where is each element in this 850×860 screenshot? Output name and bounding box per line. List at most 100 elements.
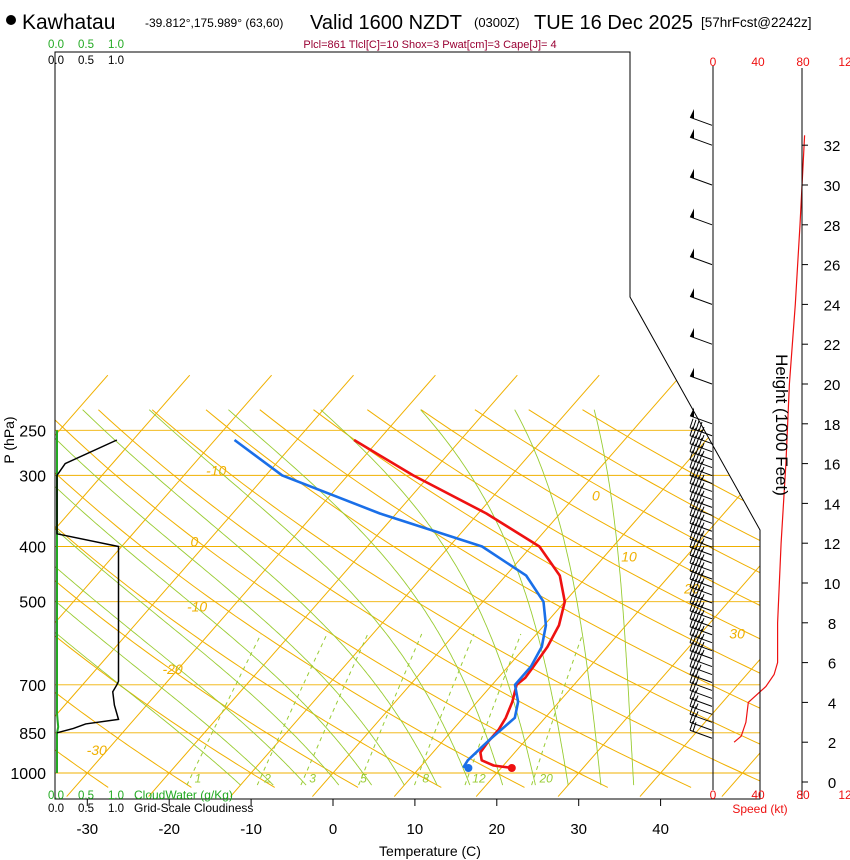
cloudwater-tick-bottom: 0.0 bbox=[48, 790, 64, 802]
height-tick-label: 32 bbox=[824, 138, 841, 155]
temperature-line-surface-dot bbox=[507, 764, 516, 773]
wind-barb-halfflag bbox=[701, 578, 705, 584]
wind-barb-flag bbox=[698, 421, 703, 432]
wind-barb-pennant bbox=[690, 208, 694, 219]
height-tick-label: 10 bbox=[824, 576, 841, 593]
dry-adiabat-line bbox=[55, 409, 192, 788]
cloudiness-tick-bottom: 0.5 bbox=[78, 803, 94, 815]
mixing-ratio-label: 1 bbox=[195, 772, 202, 786]
wind-barb-staff bbox=[689, 570, 713, 580]
moist-adiabat-line bbox=[514, 409, 602, 786]
wind-barb-halfflag bbox=[701, 506, 705, 512]
wind-barb-staff bbox=[689, 721, 713, 731]
station-coords: -39.812°,175.989° (63,60) bbox=[145, 16, 283, 30]
station-dot bbox=[6, 15, 16, 25]
isotherm-line bbox=[66, 374, 436, 797]
speed-tick-bottom: 0 bbox=[710, 788, 717, 802]
wind-barb-halfflag bbox=[701, 530, 705, 536]
wind-barb-halfflag bbox=[701, 498, 705, 504]
wind-barb-staff bbox=[689, 475, 713, 484]
wind-barb-halfflag bbox=[701, 586, 705, 592]
temp-tick-label: -30 bbox=[76, 821, 98, 838]
isotherm-line bbox=[230, 374, 600, 797]
wind-barb-staff bbox=[689, 335, 713, 345]
wind-barb-staff bbox=[689, 256, 713, 266]
pressure-tick-label: 1000 bbox=[10, 766, 46, 783]
wind-barb bbox=[689, 585, 713, 604]
dry-adiabat-line bbox=[55, 409, 609, 788]
wind-speed-line bbox=[733, 135, 806, 743]
temp-tick-label: 40 bbox=[652, 821, 669, 838]
wind-barb bbox=[689, 208, 713, 226]
dry-adiabat-line bbox=[98, 409, 692, 788]
dry-adiabat-line bbox=[55, 409, 442, 788]
wind-barb-halfflag bbox=[701, 514, 705, 520]
moist-adiabat-line bbox=[320, 409, 536, 786]
wind-barb-staff bbox=[689, 295, 713, 305]
wind-barb-flag bbox=[689, 418, 694, 428]
temperature-line bbox=[353, 438, 567, 770]
plot-frame bbox=[54, 51, 761, 800]
wind-barb bbox=[689, 367, 713, 385]
pressure-tick-label: 300 bbox=[19, 468, 46, 485]
wind-barb-staff bbox=[689, 498, 713, 508]
moist-adiabat-line bbox=[593, 409, 635, 786]
wind-barb-staff bbox=[689, 705, 713, 715]
isotherm-line bbox=[639, 374, 760, 797]
valid-utc: (0300Z) bbox=[474, 15, 520, 30]
speed-tick-top: 0 bbox=[710, 55, 717, 69]
temp-tick-label: -10 bbox=[240, 821, 262, 838]
wind-barb-halfflag bbox=[701, 649, 705, 656]
dry-adiabat-line bbox=[259, 409, 760, 788]
dry-adiabat-label: 30 bbox=[729, 625, 745, 641]
wind-barb-staff bbox=[689, 443, 713, 453]
wind-barb-staff bbox=[689, 697, 713, 707]
wind-barb bbox=[689, 418, 713, 437]
wind-barb bbox=[689, 288, 713, 305]
wind-barb-staff bbox=[689, 602, 713, 612]
height-tick-label: 16 bbox=[824, 457, 841, 474]
wind-barb-staff bbox=[689, 626, 713, 636]
moist-adiabat-line bbox=[55, 409, 340, 786]
cloudiness-tick-bottom: 1.0 bbox=[108, 803, 124, 815]
wind-barb-staff bbox=[689, 650, 713, 660]
dry-adiabat-label: -30 bbox=[87, 742, 107, 758]
wind-barb-halfflag bbox=[695, 703, 699, 709]
pressure-tick-label: 250 bbox=[19, 423, 46, 440]
wind-barb-staff bbox=[689, 729, 713, 739]
wind-barb-halfflag bbox=[701, 617, 705, 624]
speed-axis-title: Speed (kt) bbox=[732, 802, 787, 816]
wind-barb-staff bbox=[689, 578, 713, 588]
y-axis-title: P (hPa) bbox=[1, 416, 17, 463]
speed-tick-bottom: 80 bbox=[796, 788, 810, 802]
height-tick-label: 12 bbox=[824, 536, 841, 553]
moist-adiabat-line bbox=[420, 409, 569, 786]
wind-barb-pennant bbox=[690, 248, 694, 259]
dry-adiabat-line bbox=[55, 409, 359, 788]
wind-barb-staff bbox=[689, 689, 713, 699]
wind-barb-halfflag bbox=[701, 442, 705, 449]
wind-barb-halfflag bbox=[701, 522, 705, 528]
cloudwater-tick-top: 0.0 bbox=[48, 39, 64, 51]
station-name: Kawhatau bbox=[22, 11, 115, 34]
wind-barb-flag bbox=[692, 419, 697, 429]
wind-barb bbox=[689, 561, 713, 580]
wind-barb-staff bbox=[689, 586, 713, 596]
cloudiness-label: Grid-Scale Cloudiness bbox=[134, 801, 253, 815]
wind-barb-staff bbox=[689, 658, 713, 668]
isotherm-line bbox=[55, 374, 272, 797]
cloudiness-tick-top: 0.0 bbox=[48, 55, 64, 67]
wind-barb-staff bbox=[689, 618, 713, 628]
mixing-ratio-line bbox=[186, 633, 262, 786]
pressure-tick-label: 700 bbox=[19, 678, 46, 695]
dry-adiabat-line bbox=[313, 409, 760, 788]
mixing-ratio-label: 5 bbox=[360, 772, 367, 786]
x-axis-title: Temperature (C) bbox=[379, 843, 481, 859]
wind-barb-halfflag bbox=[695, 687, 699, 693]
wind-barb-staff bbox=[689, 546, 713, 556]
cloudwater-tick-bottom: 1.0 bbox=[108, 790, 124, 802]
temp-tick-label: 30 bbox=[570, 821, 587, 838]
isotherm-line bbox=[148, 374, 518, 797]
dry-adiabat-line bbox=[474, 409, 760, 788]
